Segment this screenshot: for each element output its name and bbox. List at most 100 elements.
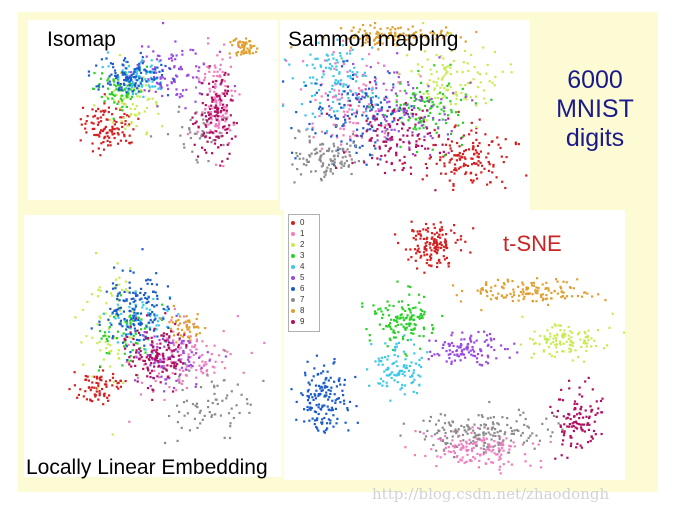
point-digit-3 <box>406 314 409 317</box>
point-digit-6 <box>330 406 333 409</box>
point-digit-0 <box>517 143 520 146</box>
point-digit-9 <box>221 107 224 110</box>
point-digit-6 <box>126 325 129 328</box>
point-digit-6 <box>351 93 354 96</box>
point-digit-8 <box>365 38 368 41</box>
point-digit-4 <box>131 81 135 84</box>
point-digit-1 <box>195 338 198 341</box>
point-digit-1 <box>397 81 400 84</box>
point-digit-2 <box>439 86 442 89</box>
point-digit-0 <box>91 150 94 153</box>
point-digit-7 <box>177 110 180 113</box>
point-digit-0 <box>432 143 435 147</box>
point-digit-4 <box>385 381 388 384</box>
point-digit-6 <box>168 297 172 300</box>
point-digit-0 <box>442 249 445 252</box>
point-digit-3 <box>412 127 415 130</box>
point-digit-7 <box>506 417 509 420</box>
point-digit-0 <box>491 171 494 174</box>
point-digit-8 <box>245 37 248 40</box>
point-digit-2 <box>559 340 562 343</box>
point-digit-3 <box>372 304 375 307</box>
point-digit-2 <box>597 329 600 332</box>
point-digit-0 <box>471 157 474 160</box>
point-digit-9 <box>212 85 215 88</box>
point-digit-3 <box>390 328 393 331</box>
point-digit-9 <box>385 160 388 163</box>
point-digit-1 <box>209 111 213 114</box>
point-digit-1 <box>154 379 157 383</box>
point-digit-8 <box>561 295 565 298</box>
point-digit-9 <box>383 171 387 175</box>
point-digit-2 <box>148 97 151 100</box>
point-digit-8 <box>243 46 246 49</box>
point-digit-0 <box>109 144 112 147</box>
point-digit-1 <box>192 353 195 356</box>
point-digit-2 <box>553 323 556 326</box>
point-digit-3 <box>394 316 398 319</box>
point-digit-5 <box>445 360 448 363</box>
point-digit-9 <box>128 356 131 359</box>
point-digit-2 <box>109 118 112 121</box>
point-digit-1 <box>460 446 463 449</box>
point-digit-0 <box>478 142 481 145</box>
point-digit-8 <box>420 33 423 36</box>
point-digit-2 <box>119 71 122 74</box>
point-digit-6 <box>303 408 306 411</box>
point-digit-9 <box>355 134 358 137</box>
point-digit-0 <box>103 93 106 96</box>
point-digit-6 <box>123 79 126 82</box>
point-digit-2 <box>482 89 486 92</box>
point-digit-2 <box>108 350 111 353</box>
point-digit-1 <box>404 446 407 449</box>
point-digit-1 <box>177 378 180 381</box>
point-digit-9 <box>167 344 170 347</box>
point-digit-4 <box>378 382 382 385</box>
point-digit-0 <box>450 157 453 160</box>
point-digit-0 <box>449 159 452 162</box>
point-digit-9 <box>376 157 379 160</box>
point-digit-2 <box>397 72 400 75</box>
point-digit-4 <box>322 73 325 76</box>
point-digit-6 <box>314 384 318 387</box>
point-digit-0 <box>421 178 424 181</box>
point-digit-6 <box>137 68 140 71</box>
point-digit-3 <box>408 307 411 311</box>
point-digit-6 <box>117 292 120 295</box>
point-digit-0 <box>111 128 114 131</box>
point-digit-6 <box>372 117 375 120</box>
point-digit-6 <box>326 385 329 388</box>
point-digit-2 <box>529 337 532 340</box>
point-digit-3 <box>100 95 103 99</box>
point-digit-1 <box>214 123 217 126</box>
point-digit-5 <box>176 93 179 96</box>
point-digit-5 <box>161 94 164 98</box>
point-digit-3 <box>424 104 427 107</box>
point-digit-6 <box>310 379 313 382</box>
point-digit-1 <box>204 108 207 111</box>
point-digit-5 <box>440 98 443 101</box>
point-digit-3 <box>437 126 440 129</box>
point-digit-4 <box>412 371 415 375</box>
point-digit-0 <box>454 241 457 244</box>
point-digit-3 <box>421 309 424 312</box>
point-digit-7 <box>498 441 501 444</box>
point-digit-5 <box>233 85 236 88</box>
point-digit-2 <box>486 63 489 66</box>
point-digit-0 <box>411 229 414 232</box>
point-digit-5 <box>170 53 173 56</box>
point-digit-4 <box>377 357 380 360</box>
point-digit-6 <box>134 330 137 333</box>
point-digit-2 <box>155 100 158 104</box>
point-digit-6 <box>150 78 153 81</box>
point-digit-6 <box>124 67 127 70</box>
point-digit-9 <box>442 150 445 153</box>
point-digit-2 <box>590 337 593 340</box>
point-digit-0 <box>474 149 477 152</box>
point-digit-8 <box>383 33 386 36</box>
point-digit-6 <box>154 291 157 294</box>
point-digit-4 <box>147 70 150 73</box>
point-digit-8 <box>185 315 188 318</box>
point-digit-3 <box>418 317 421 320</box>
point-digit-8 <box>397 34 400 37</box>
